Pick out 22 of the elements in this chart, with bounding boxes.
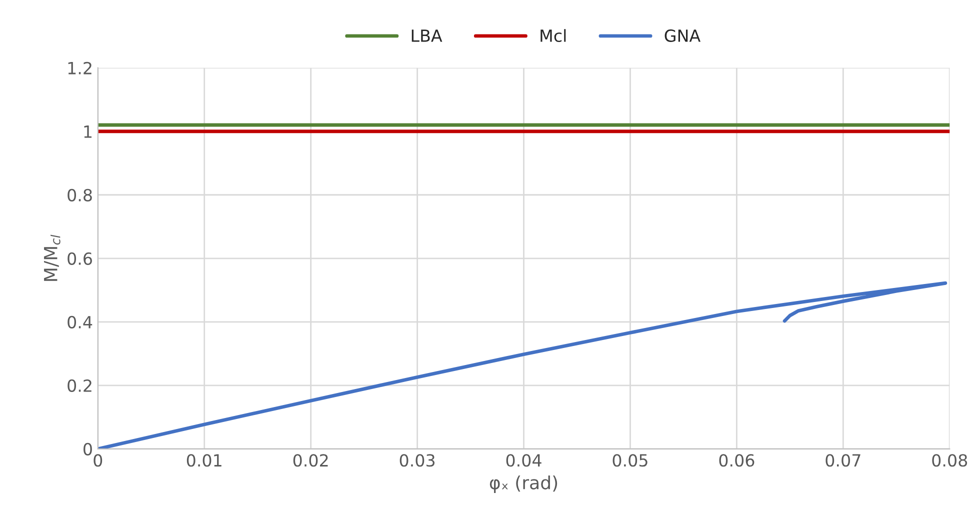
x-tick-label: 0.01 — [186, 454, 222, 467]
legend-label: Mcl — [540, 29, 566, 42]
legend-label: LBA — [412, 30, 442, 42]
x-axis-title: φₓ (rad) — [490, 475, 558, 493]
y-tick-label: 1 — [84, 126, 92, 138]
y-axis-title: M/M$_{cl}$ — [44, 234, 60, 281]
y-tick-label: 1.2 — [68, 62, 92, 74]
x-tick-label: 0.05 — [612, 454, 648, 467]
y-tick-label: 0.8 — [68, 188, 92, 202]
y-tick-label: 0.4 — [68, 316, 92, 328]
line-series — [98, 281, 948, 449]
y-tick-label: 0 — [84, 442, 92, 456]
legend-label: GNA — [664, 29, 700, 42]
x-tick-label: 0.02 — [293, 454, 328, 467]
x-tick-label: 0.06 — [719, 454, 754, 467]
x-tick-label: 0.08 — [932, 454, 968, 467]
x-tick-label: 0 — [94, 454, 102, 467]
y-tick-label: 0.6 — [68, 252, 92, 265]
x-tick-label: 0.03 — [400, 454, 435, 467]
x-tick-label: 0.07 — [826, 454, 860, 467]
y-tick-label: 0.2 — [68, 379, 92, 392]
x-tick-label: 0.04 — [506, 454, 542, 467]
